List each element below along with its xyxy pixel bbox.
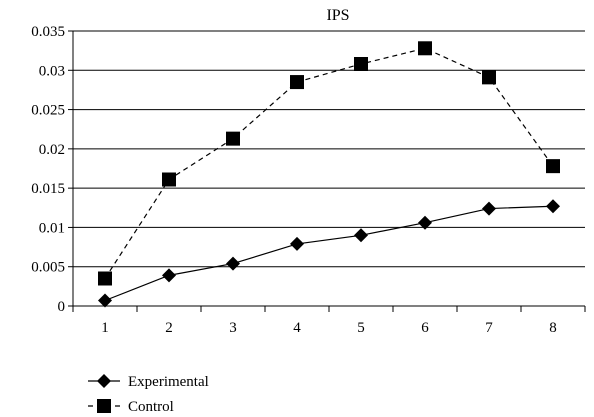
data-point-experimental: [290, 236, 304, 251]
data-point-experimental: [98, 293, 112, 308]
x-tick-label: 5: [357, 320, 365, 336]
x-tick-label: 2: [165, 320, 173, 336]
x-tick-label: 4: [293, 320, 301, 336]
y-tick-label: 0.005: [31, 260, 65, 276]
x-tick-label: 1: [101, 320, 109, 336]
legend-marker-control: [97, 399, 111, 413]
series-lines: [104, 47, 554, 302]
legend-label-experimental: Experimental: [128, 374, 209, 390]
data-point-control: [482, 70, 496, 85]
x-axis: 1 2 3 4 5 6 7 8: [72, 306, 586, 336]
series-line-control: [104, 47, 554, 279]
data-point-experimental: [418, 215, 432, 230]
x-tick-label: 6: [421, 320, 429, 336]
y-tick-label: 0.01: [39, 220, 65, 236]
gridlines: [73, 30, 585, 268]
x-tick-label: 3: [229, 320, 237, 336]
data-point-control: [354, 57, 368, 71]
y-tick-label: 0.025: [31, 103, 65, 119]
y-tick-label: 0.03: [39, 63, 65, 79]
y-tick-label: 0.02: [39, 142, 65, 158]
x-tick-label: 8: [549, 320, 557, 336]
y-tick-label: 0.035: [31, 24, 65, 40]
data-point-control: [226, 131, 240, 146]
data-point-experimental: [354, 228, 368, 243]
x-tick-label: 7: [485, 320, 493, 336]
legend: Experimental Control: [88, 374, 209, 415]
data-point-control: [546, 159, 560, 174]
data-point-control: [418, 41, 432, 56]
axes: [72, 31, 585, 307]
data-point-experimental: [546, 199, 560, 214]
data-point-experimental: [226, 256, 240, 271]
legend-label-control: Control: [128, 399, 174, 415]
series-markers: [98, 41, 560, 308]
y-axis: 0 0.005 0.01 0.015 0.02 0.025 0.03 0.035: [31, 24, 73, 315]
y-tick-label: 0.015: [31, 181, 65, 197]
data-point-control: [98, 271, 112, 286]
legend-marker-experimental: [97, 374, 111, 388]
data-point-control: [162, 172, 176, 187]
series-line-experimental: [104, 205, 554, 302]
chart-title: IPS: [326, 7, 349, 24]
data-point-control: [290, 75, 304, 90]
data-point-experimental: [162, 268, 176, 283]
data-point-experimental: [482, 201, 496, 216]
y-tick-label: 0: [58, 299, 66, 315]
